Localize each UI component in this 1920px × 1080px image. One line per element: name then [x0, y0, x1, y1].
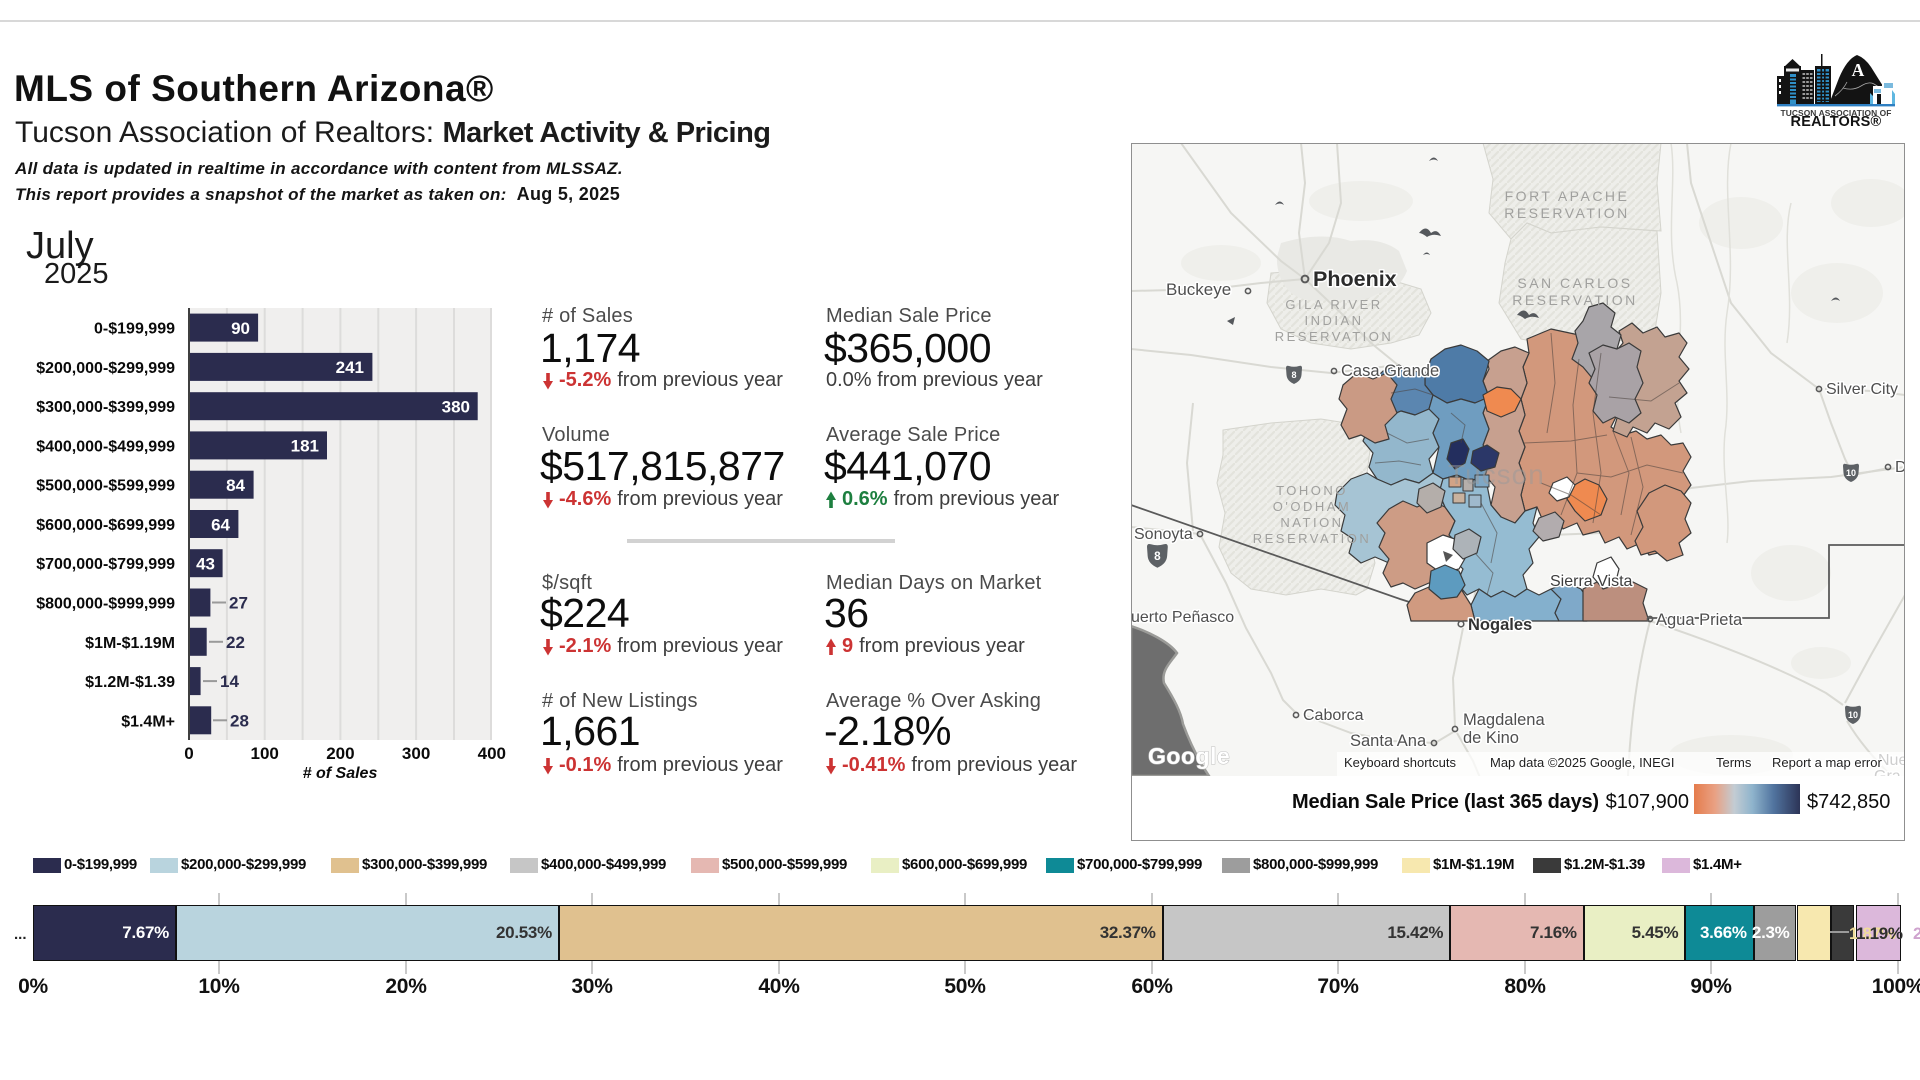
svg-text:Magdalena: Magdalena	[1463, 711, 1545, 729]
svg-text:Map data ©2025 Google, INEGI: Map data ©2025 Google, INEGI	[1490, 755, 1674, 770]
svg-text:D: D	[1895, 459, 1905, 476]
svg-text:$700,000-$799,999: $700,000-$799,999	[36, 556, 175, 573]
svg-text:$500,000-$599,999: $500,000-$599,999	[36, 478, 175, 495]
svg-text:TUCSON ASSOCIATION OF: TUCSON ASSOCIATION OF	[1781, 108, 1892, 118]
svg-text:300: 300	[402, 744, 430, 763]
svg-text:$1.4M+: $1.4M+	[121, 713, 175, 730]
svg-text:Median Sale Price (last 365 da: Median Sale Price (last 365 days)	[1292, 791, 1599, 813]
svg-text:90: 90	[231, 319, 250, 338]
svg-text:Tucson: Tucson	[1448, 459, 1545, 490]
svg-text:RESERVATION: RESERVATION	[1275, 329, 1394, 344]
svg-text:$800,000-$999,999: $800,000-$999,999	[36, 596, 175, 613]
svg-text:Report a map error: Report a map error	[1772, 755, 1882, 770]
svg-text:10: 10	[1846, 468, 1856, 478]
svg-text:Casa Grande: Casa Grande	[1341, 362, 1439, 380]
svg-text:de Kino: de Kino	[1463, 729, 1519, 747]
svg-text:64: 64	[211, 515, 230, 534]
svg-text:Keyboard shortcuts: Keyboard shortcuts	[1344, 755, 1457, 770]
svg-text:$1M-$1.19M: $1M-$1.19M	[85, 635, 175, 652]
svg-text:$107,900: $107,900	[1606, 791, 1689, 813]
svg-text:$300,000-$399,999: $300,000-$399,999	[36, 399, 175, 416]
svg-text:380: 380	[442, 398, 470, 417]
svg-text:uerto Peñasco: uerto Peñasco	[1131, 609, 1234, 626]
svg-text:Sonoyta: Sonoyta	[1134, 526, 1193, 543]
svg-text:INDIAN: INDIAN	[1304, 313, 1363, 328]
svg-text:Nogales: Nogales	[1468, 616, 1532, 634]
svg-text:Sierra Vista: Sierra Vista	[1550, 573, 1633, 590]
svg-text:28: 28	[230, 711, 249, 730]
svg-text:84: 84	[226, 476, 245, 495]
svg-text:Buckeye: Buckeye	[1166, 280, 1231, 299]
svg-text:RESERVATION: RESERVATION	[1512, 292, 1638, 308]
svg-text:Agua Prieta: Agua Prieta	[1656, 611, 1743, 629]
svg-text:27: 27	[229, 594, 248, 613]
svg-text:# of Sales: # of Sales	[303, 765, 378, 782]
svg-text:Silver City: Silver City	[1826, 381, 1898, 398]
svg-text:FORT APACHE: FORT APACHE	[1505, 188, 1630, 204]
svg-text:$1.2M-$1.39: $1.2M-$1.39	[85, 674, 175, 691]
svg-text:RESERVATION: RESERVATION	[1504, 205, 1630, 221]
svg-text:RESERVATION: RESERVATION	[1253, 531, 1372, 546]
svg-text:241: 241	[336, 358, 364, 377]
svg-text:$600,000-$699,999: $600,000-$699,999	[36, 517, 175, 534]
svg-text:14: 14	[220, 672, 239, 691]
svg-text:8: 8	[1154, 550, 1161, 563]
svg-text:22: 22	[226, 633, 245, 652]
svg-text:GILA RIVER: GILA RIVER	[1285, 297, 1382, 312]
svg-text:TOHONO: TOHONO	[1276, 483, 1348, 498]
svg-text:O'ODHAM: O'ODHAM	[1273, 499, 1351, 514]
svg-text:$742,850: $742,850	[1807, 791, 1890, 813]
svg-text:Santa Ana: Santa Ana	[1350, 732, 1427, 750]
svg-text:0-$199,999: 0-$199,999	[94, 321, 175, 338]
svg-text:200: 200	[326, 744, 354, 763]
svg-text:43: 43	[196, 555, 215, 574]
svg-text:8: 8	[1291, 370, 1296, 380]
svg-text:Terms: Terms	[1716, 755, 1752, 770]
svg-text:0: 0	[184, 744, 193, 763]
svg-text:100: 100	[251, 744, 279, 763]
svg-text:Google: Google	[1148, 743, 1230, 769]
svg-text:Caborca: Caborca	[1303, 707, 1364, 724]
svg-text:400: 400	[478, 744, 506, 763]
svg-text:SAN CARLOS: SAN CARLOS	[1517, 275, 1632, 291]
svg-text:$200,000-$299,999: $200,000-$299,999	[36, 360, 175, 377]
svg-text:Phoenix: Phoenix	[1313, 267, 1397, 291]
svg-text:NATION: NATION	[1280, 515, 1343, 530]
svg-text:10: 10	[1848, 710, 1858, 720]
svg-text:181: 181	[291, 437, 319, 456]
svg-text:A: A	[1852, 60, 1865, 80]
svg-text:REALTORS®: REALTORS®	[1791, 114, 1882, 126]
svg-text:$400,000-$499,999: $400,000-$499,999	[36, 438, 175, 455]
